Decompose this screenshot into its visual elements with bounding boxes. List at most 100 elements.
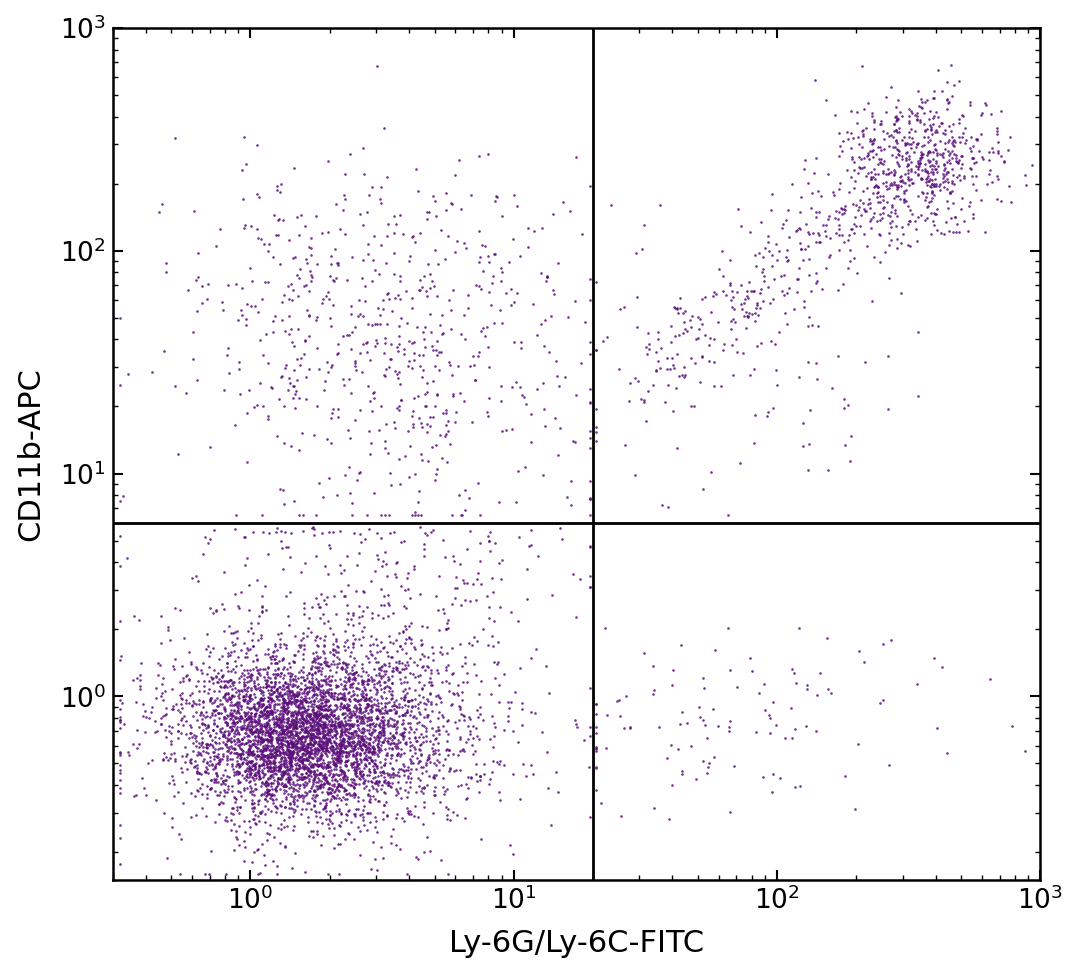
Point bbox=[846, 800, 863, 816]
Point bbox=[278, 680, 295, 695]
Point bbox=[253, 630, 270, 645]
Point bbox=[318, 720, 335, 735]
Point bbox=[842, 125, 860, 140]
Point bbox=[260, 685, 278, 701]
Point bbox=[295, 777, 312, 793]
Point bbox=[255, 769, 272, 785]
Point bbox=[316, 766, 334, 782]
Point bbox=[297, 714, 314, 729]
Point bbox=[463, 414, 481, 430]
Point bbox=[269, 732, 286, 748]
Point bbox=[258, 740, 275, 756]
Point bbox=[268, 725, 285, 741]
Point bbox=[181, 755, 199, 770]
Point bbox=[329, 410, 347, 425]
Point bbox=[299, 738, 316, 754]
Point bbox=[360, 692, 377, 708]
Point bbox=[329, 767, 347, 783]
Point bbox=[333, 723, 350, 739]
Point bbox=[232, 759, 249, 774]
Point bbox=[573, 226, 591, 242]
Point bbox=[372, 677, 389, 692]
Point bbox=[224, 712, 241, 727]
Point bbox=[253, 747, 270, 762]
Point bbox=[292, 777, 309, 793]
Point bbox=[537, 418, 554, 434]
Point bbox=[676, 368, 693, 383]
Point bbox=[356, 752, 374, 767]
Point bbox=[402, 738, 419, 754]
Point bbox=[276, 726, 294, 742]
Point bbox=[262, 760, 280, 775]
Point bbox=[357, 599, 375, 614]
Point bbox=[810, 234, 827, 250]
Point bbox=[354, 732, 372, 748]
Point bbox=[318, 742, 335, 758]
Point bbox=[363, 693, 380, 709]
Point bbox=[295, 700, 312, 716]
Point bbox=[329, 686, 347, 702]
Point bbox=[305, 726, 322, 742]
Point bbox=[305, 751, 322, 766]
Point bbox=[902, 136, 919, 152]
Point bbox=[427, 731, 444, 747]
Point bbox=[281, 683, 298, 699]
Point bbox=[467, 766, 484, 782]
Point bbox=[259, 752, 276, 767]
Point bbox=[337, 738, 354, 754]
Point bbox=[594, 332, 611, 348]
Point bbox=[269, 800, 286, 816]
Point bbox=[314, 708, 332, 723]
Point bbox=[260, 733, 278, 749]
Point bbox=[269, 712, 286, 727]
Point bbox=[413, 637, 430, 652]
Point bbox=[866, 177, 883, 193]
Point bbox=[420, 748, 437, 763]
Point bbox=[330, 767, 348, 783]
Point bbox=[307, 733, 324, 749]
Point bbox=[258, 785, 275, 800]
Point bbox=[438, 741, 456, 757]
Point bbox=[970, 143, 987, 159]
Point bbox=[301, 712, 319, 727]
Point bbox=[964, 211, 982, 226]
Point bbox=[202, 772, 219, 788]
Point bbox=[324, 272, 341, 288]
Point bbox=[889, 231, 906, 247]
Point bbox=[245, 712, 262, 727]
Point bbox=[333, 690, 350, 706]
Point bbox=[284, 735, 301, 751]
Point bbox=[368, 728, 386, 744]
Point bbox=[873, 152, 890, 168]
Point bbox=[342, 688, 360, 704]
Point bbox=[335, 720, 352, 735]
Point bbox=[165, 777, 183, 793]
Point bbox=[928, 178, 945, 194]
Point bbox=[193, 735, 211, 751]
Point bbox=[184, 697, 201, 713]
Point bbox=[291, 507, 308, 523]
Point bbox=[265, 722, 282, 738]
Point bbox=[198, 741, 215, 757]
Point bbox=[333, 677, 350, 692]
Point bbox=[261, 705, 279, 721]
Point bbox=[302, 230, 320, 246]
Point bbox=[218, 718, 235, 733]
Point bbox=[630, 373, 647, 389]
Point bbox=[885, 139, 902, 155]
Point bbox=[405, 558, 422, 573]
Point bbox=[395, 624, 413, 640]
Point bbox=[327, 710, 345, 725]
Point bbox=[289, 752, 307, 767]
Point bbox=[225, 800, 242, 816]
Point bbox=[383, 732, 401, 748]
Point bbox=[767, 717, 784, 732]
Point bbox=[275, 752, 293, 767]
Point bbox=[264, 723, 281, 739]
Point bbox=[321, 776, 338, 792]
Point bbox=[799, 176, 816, 191]
Point bbox=[282, 754, 299, 769]
Point bbox=[366, 775, 383, 791]
Point bbox=[973, 149, 990, 165]
Point bbox=[918, 164, 935, 179]
